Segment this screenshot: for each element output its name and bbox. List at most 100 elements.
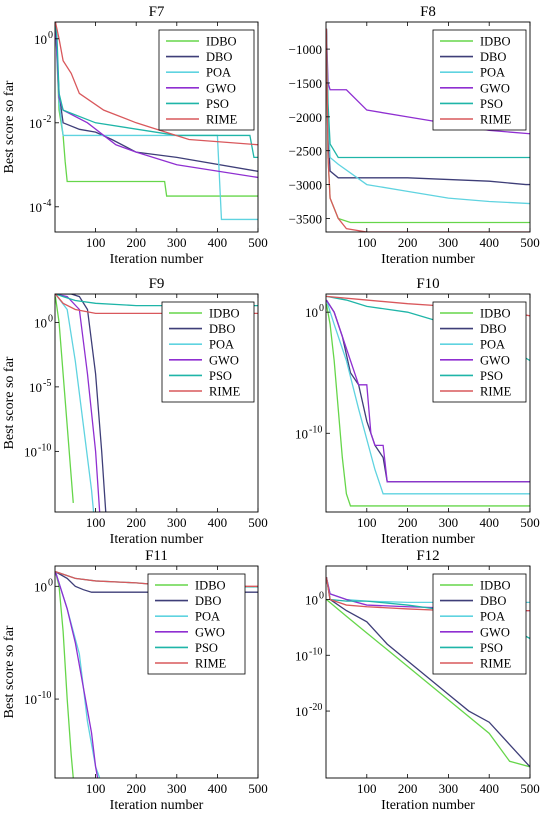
series-line-idbo <box>326 303 530 507</box>
legend-box <box>432 573 527 675</box>
legend-label-pso: PSO <box>480 369 503 383</box>
series-line-gwo <box>55 294 101 512</box>
y-tick-label: 10 <box>295 648 308 663</box>
x-tick-label: 100 <box>86 515 106 530</box>
axes-frame <box>54 565 259 779</box>
series-group <box>55 294 258 512</box>
series-group <box>55 22 258 221</box>
legend-label-pso: PSO <box>480 97 503 111</box>
axes-frame <box>54 21 259 233</box>
x-tick-label: 100 <box>357 781 377 796</box>
x-tick-label: 300 <box>439 515 459 530</box>
x-tick-label: 100 <box>86 235 106 250</box>
x-tick-label: 100 <box>357 515 377 530</box>
y-tick-label: 10 <box>295 704 308 719</box>
y-tick-exponent: 0 <box>48 313 53 324</box>
legend-label-idbo: IDBO <box>206 35 237 49</box>
legend-label-idbo: IDBO <box>195 579 226 593</box>
y-tick-exponent: -4 <box>43 198 51 209</box>
series-line-rime <box>55 22 258 146</box>
legend-label-rime: RIME <box>195 657 227 671</box>
series-line-dbo <box>55 294 107 512</box>
y-tick-exponent: -2 <box>43 114 51 125</box>
y-tick-label: 10 <box>34 579 47 594</box>
x-tick-label: 200 <box>126 235 146 250</box>
series-line-dbo <box>55 571 258 593</box>
y-tick-label: 10 <box>29 116 42 131</box>
y-tick-label: −3000 <box>289 178 322 193</box>
x-axis-label: Iteration number <box>110 798 204 813</box>
y-tick-exponent: -10 <box>38 442 51 453</box>
chart-title: F11 <box>145 548 168 564</box>
chart-title: F8 <box>420 4 436 20</box>
legend-label-dbo: DBO <box>480 322 506 336</box>
x-tick-label: 300 <box>167 235 187 250</box>
x-tick-label: 100 <box>357 235 377 250</box>
series-line-poa <box>326 299 530 495</box>
legend-label-gwo: GWO <box>195 625 225 639</box>
series-line-idbo <box>55 296 74 504</box>
y-tick-label: 10 <box>29 380 42 395</box>
legend-label-idbo: IDBO <box>480 307 511 321</box>
legend-label-pso: PSO <box>209 369 232 383</box>
y-tick-exponent: -5 <box>43 378 51 389</box>
legend-label-pso: PSO <box>480 641 503 655</box>
legend-label-rime: RIME <box>209 385 241 399</box>
x-tick-label: 500 <box>248 781 268 796</box>
y-tick-exponent: -10 <box>38 690 51 701</box>
series-line-poa <box>326 28 530 205</box>
series-line-rime <box>55 294 258 315</box>
legend-label-gwo: GWO <box>206 81 236 95</box>
legend-label-idbo: IDBO <box>480 35 511 49</box>
y-tick-label: −2000 <box>289 110 322 125</box>
chart-panel-f8: F8 100 200 300 400 500 −1000 −1500 −2000 −2500 −30… <box>289 4 540 267</box>
x-tick-label: 200 <box>126 781 146 796</box>
legend-label-idbo: IDBO <box>209 307 240 321</box>
x-tick-label: 400 <box>208 515 228 530</box>
x-tick-label: 300 <box>167 515 187 530</box>
legend-label-rime: RIME <box>206 113 238 127</box>
series-line-rime <box>326 28 530 232</box>
y-tick-label: 10 <box>295 426 308 441</box>
x-tick-label: 400 <box>208 781 228 796</box>
legend-label-poa: POA <box>480 66 505 80</box>
x-tick-label: 400 <box>479 235 499 250</box>
x-axis-label: Iteration number <box>110 532 204 547</box>
y-tick-label: 10 <box>34 315 47 330</box>
x-axis-label: Iteration number <box>381 532 475 547</box>
x-tick-label: 200 <box>126 515 146 530</box>
y-tick-exponent: 0 <box>319 590 324 601</box>
x-tick-label: 100 <box>86 781 106 796</box>
y-tick-exponent: 0 <box>48 30 53 41</box>
x-axis-label: Iteration number <box>110 252 204 267</box>
legend-box <box>147 573 246 675</box>
legend-label-gwo: GWO <box>209 353 239 367</box>
y-tick-exponent: 0 <box>319 303 324 314</box>
series-line-poa <box>55 294 95 512</box>
series-line-pso <box>55 22 258 159</box>
y-axis-label: Best score so far <box>2 625 17 718</box>
x-tick-label: 500 <box>248 235 268 250</box>
legend-label-poa: POA <box>206 66 231 80</box>
chart-title: F9 <box>149 276 165 292</box>
legend-box <box>432 301 527 403</box>
series-line-pso <box>55 294 258 307</box>
x-axis-label: Iteration number <box>381 252 475 267</box>
x-tick-label: 300 <box>439 781 459 796</box>
x-tick-label: 500 <box>520 515 540 530</box>
legend-label-idbo: IDBO <box>480 579 511 593</box>
chart-title: F10 <box>416 276 439 292</box>
legend-label-pso: PSO <box>195 641 218 655</box>
legend-label-dbo: DBO <box>195 594 221 608</box>
legend-label-gwo: GWO <box>480 353 510 367</box>
series-line-gwo <box>55 571 99 778</box>
legend-label-poa: POA <box>480 610 505 624</box>
y-tick-label: 10 <box>34 32 47 47</box>
